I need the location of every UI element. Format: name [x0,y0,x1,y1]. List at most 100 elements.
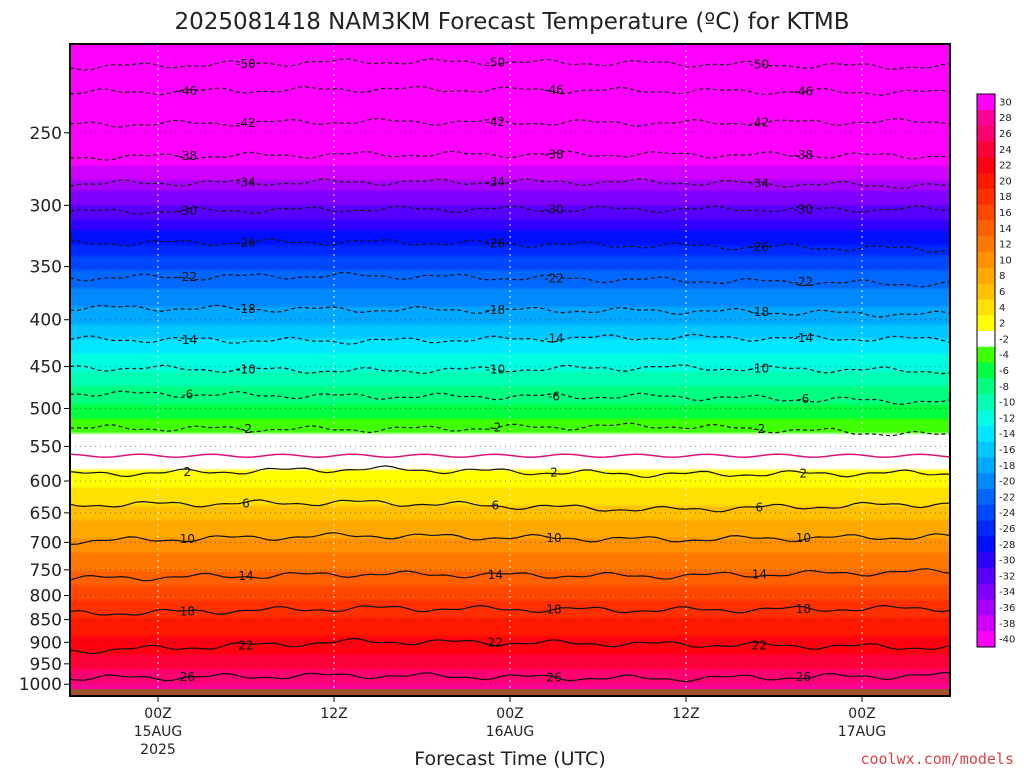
colorbar-segment [977,489,995,506]
colorbar-label: 14 [999,224,1012,235]
colorbar-label: 4 [999,303,1005,314]
colorbar-segment [977,568,995,585]
colorbar-label: -34 [999,587,1015,598]
colorbar-segment [977,252,995,269]
colorbar-label: -2 [999,334,1009,345]
isotherm-label: 2 [550,465,558,479]
x-axis: 00Z 15AUG 2025 12Z 00Z 16AUG 12Z 00Z 17AUG [134,696,887,758]
y-tick-label: 800 [30,586,62,606]
isotherm-label: -6 [181,387,193,401]
colorbar-label: -38 [999,619,1015,630]
colorbar: 30 28 26 24 22 20 18 16 14 12 10 8 6 4 2 -2 -4 -6 -8 -10 -12… [976,93,1015,648]
isotherm-label: 22 [488,636,503,650]
isotherm-label: -34 [750,177,770,191]
colorbar-label: -18 [999,461,1015,472]
isotherm-label: -30 [544,202,564,216]
isotherm-line [70,85,950,96]
isotherm-label: -10 [750,362,770,376]
colorbar-label: -32 [999,571,1015,582]
colorbar-label: 28 [999,113,1012,124]
colorbar-label: 6 [999,287,1005,298]
colorbar-segment [977,125,995,142]
isotherm-label: 26 [180,670,195,684]
credit-text: coolwx.com/models [860,750,1014,768]
colorbar-segment [977,173,995,190]
isotherm-label: -42 [486,115,506,129]
isotherm-label: -2 [489,421,501,435]
isotherm-label: 18 [546,602,561,616]
isotherm-label: -2 [240,422,252,436]
isotherm-line [70,205,950,215]
y-tick-label: 900 [30,633,62,653]
colorbar-segment [977,520,995,537]
isotherm-label: -46 [544,83,564,97]
colorbar-label: -20 [999,477,1015,488]
grid-lines [70,44,950,696]
isotherm-line [70,238,950,253]
isotherm-label: -50 [750,58,770,72]
isotherm-label: 14 [238,569,253,583]
colorbar-segment [977,631,995,648]
colorbar-label: -36 [999,603,1015,614]
isotherm-label: -26 [486,237,506,251]
isotherm-label: -34 [236,176,256,190]
colorbar-segment [977,473,995,490]
isotherm-line [70,637,950,655]
colorbar-label: -10 [999,398,1015,409]
colorbar-label: -24 [999,508,1015,519]
freezing-level-line [70,453,950,458]
y-tick-label: 650 [30,504,62,524]
x-tick-label: 17AUG [838,724,887,740]
isotherm-label: 6 [756,501,764,515]
x-tick-label: 00Z [848,706,875,722]
isotherm-label: -14 [178,333,198,347]
plot-area: -50 -50 -50 -46 -46 -46 -42 -42 -42 -38 -38 -38 -34 -… [70,44,950,696]
colorbar-segment [977,220,995,237]
isotherm-label: 22 [238,638,253,652]
isotherm-line [70,150,950,161]
isotherm-line [70,465,950,478]
isotherm-line [70,568,950,582]
isotherm-label: -6 [548,389,560,403]
x-tick-label: 00Z [496,706,523,722]
isotherm-label: 14 [488,568,503,582]
colorbar-label: 26 [999,129,1012,140]
isotherm-contours: -50 -50 -50 -46 -46 -46 -42 -42 -42 -38 -38 -38 -34 -… [70,55,950,685]
isotherm-label: -42 [236,116,256,130]
isotherm-label: -10 [236,363,256,377]
colorbar-segment [977,552,995,569]
isotherm-label: 10 [180,532,195,546]
isotherm-label: 18 [180,605,195,619]
colorbar-segment [977,410,995,427]
colorbar-segment [977,615,995,632]
colorbar-segment [977,267,995,285]
y-tick-label: 750 [30,561,62,581]
colorbar-label: -4 [999,350,1009,361]
colorbar-label: -26 [999,524,1015,535]
isotherm-label: 26 [546,671,561,685]
isotherm-label: 18 [796,602,811,616]
isotherm-label: 2 [800,467,808,481]
isotherm-line [70,271,950,288]
isotherm-line [70,390,950,406]
x-tick-label: 15AUG [134,724,183,740]
colorbar-segment [977,362,995,379]
colorbar-label: 2 [999,319,1005,330]
colorbar-label: -16 [999,445,1015,456]
isotherm-label: -38 [178,149,198,163]
colorbar-segment [977,157,995,174]
colorbar-segment [977,188,995,206]
colorbar-label: 18 [999,192,1012,203]
isotherm-label: 26 [796,670,811,684]
x-tick-label: 12Z [672,706,699,722]
y-tick-label: 700 [30,533,62,553]
isotherm-line [70,117,950,128]
isotherm-label: -22 [544,271,564,285]
isotherm-label: -38 [794,148,814,162]
isotherm-line [70,178,950,190]
colorbar-segment [977,441,995,458]
colorbar-segment [977,141,995,158]
isotherm-label: -18 [236,302,256,316]
x-tick-label: 2025 [140,742,176,758]
